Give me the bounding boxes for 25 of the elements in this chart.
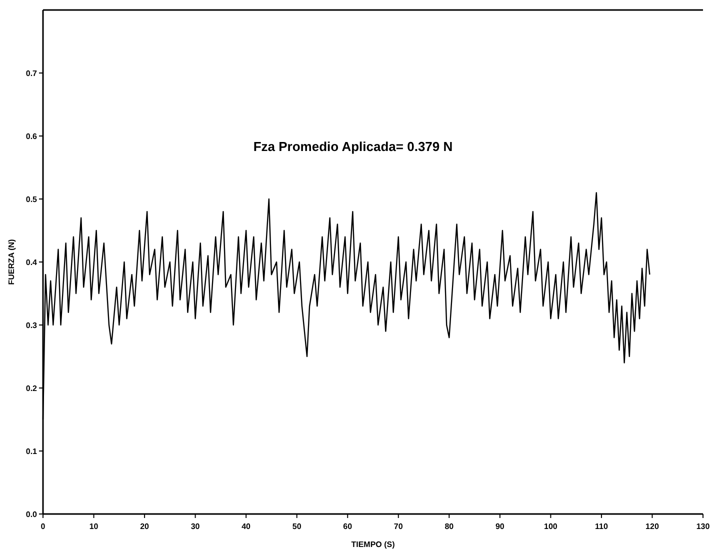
- y-tick-label: 0.5: [26, 195, 38, 204]
- x-tick-label: 10: [89, 522, 99, 531]
- x-tick-label: 20: [140, 522, 150, 531]
- x-axis-title: TIEMPO (S): [351, 540, 396, 549]
- y-tick-label: 0.2: [26, 384, 38, 393]
- y-tick-label: 0.7: [26, 69, 38, 78]
- x-tick-label: 80: [444, 522, 454, 531]
- annotation: Fza Promedio Aplicada= 0.379 N: [253, 139, 453, 154]
- x-tick-label: 130: [696, 522, 710, 531]
- x-tick-label: 90: [495, 522, 505, 531]
- x-tick-label: 40: [242, 522, 252, 531]
- x-tick-label: 110: [595, 522, 608, 531]
- x-tick-label: 30: [190, 522, 200, 531]
- x-tick-label: 100: [544, 522, 558, 531]
- x-tick-label: 50: [292, 522, 302, 531]
- y-tick-label: 0.4: [26, 258, 38, 267]
- x-tick-label: 120: [646, 522, 660, 531]
- x-tick-label: 0: [40, 522, 46, 531]
- y-tick-label: 0.6: [26, 132, 38, 141]
- x-tick-label: 70: [394, 522, 404, 531]
- y-axis-title: FUERZA (N): [7, 238, 16, 285]
- y-tick-label: 0.0: [26, 510, 38, 519]
- x-tick-label: 60: [343, 522, 353, 531]
- y-tick-label: 0.3: [26, 321, 38, 330]
- y-tick-label: 0.1: [26, 447, 38, 456]
